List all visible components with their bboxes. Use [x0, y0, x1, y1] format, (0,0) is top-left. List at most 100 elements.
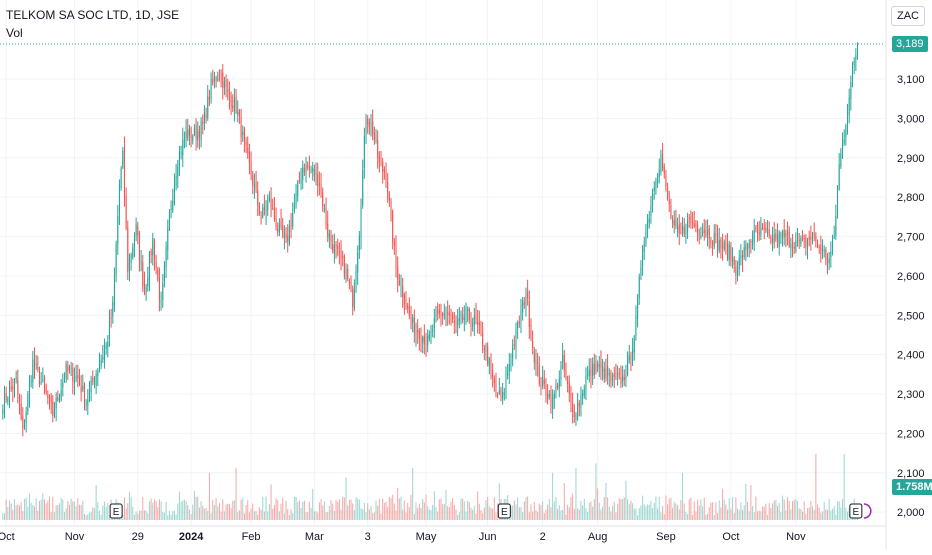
volume-bar [493, 497, 495, 520]
candle-body [645, 229, 647, 245]
candle-body [538, 365, 540, 384]
volume-bar [252, 503, 254, 520]
volume-bar [30, 502, 32, 520]
volume-bar [465, 511, 467, 520]
candle-body [198, 128, 200, 138]
candle-body [662, 154, 664, 169]
candle-body [700, 235, 702, 238]
candle-body [10, 386, 12, 390]
candle-body [378, 156, 380, 163]
candle-body [437, 309, 439, 314]
volume-bar [758, 510, 760, 520]
candle-body [170, 208, 172, 210]
volume-bar [562, 509, 564, 520]
volume-bar [827, 509, 829, 520]
volume-bar [772, 503, 774, 520]
candle-body [422, 337, 424, 343]
volume-bar [132, 506, 134, 520]
candle-body [223, 81, 225, 89]
candle-body [167, 228, 169, 250]
volume-bar [825, 509, 827, 520]
volume-bar [812, 506, 814, 520]
candle-body [445, 311, 447, 318]
candle-body [357, 252, 359, 273]
candle-body [502, 392, 504, 399]
volume-bar [587, 511, 589, 520]
volume-bar [18, 505, 21, 520]
currency-button[interactable]: ZAC [891, 6, 925, 26]
volume-bar [145, 510, 147, 520]
volume-bar [228, 503, 230, 520]
volume-bar [303, 500, 305, 520]
candle-body [495, 381, 497, 394]
volume-bar [548, 498, 550, 520]
volume-bar [845, 507, 847, 520]
candle-body [778, 232, 780, 247]
candle-body [440, 311, 442, 315]
candle-body [137, 226, 139, 236]
candle-body [195, 125, 197, 139]
volume-bar [628, 504, 630, 520]
volume-bar [630, 500, 632, 520]
candle-body [512, 347, 514, 359]
volume-bar [43, 499, 46, 520]
candle-body [33, 358, 36, 367]
candle-body [548, 393, 550, 397]
candle-body [790, 244, 792, 249]
candle-body [3, 392, 6, 413]
candle-body [432, 329, 434, 331]
volume-bar [672, 507, 674, 520]
volume-bar [437, 511, 439, 520]
volume-bar [652, 507, 654, 520]
candle-body [605, 367, 607, 379]
candle-body [57, 397, 59, 401]
volume-bar [188, 509, 190, 520]
candle-body [483, 348, 485, 351]
candle-body [633, 336, 635, 353]
candle-body [673, 220, 675, 226]
candle-body [480, 323, 482, 333]
volume-bar [802, 511, 804, 520]
volume-bar [488, 506, 490, 520]
volume-bar [298, 500, 300, 520]
candle-body [147, 277, 149, 287]
candle-body [580, 394, 582, 408]
candle-body [190, 128, 192, 139]
volume-indicator-label[interactable]: Vol [6, 26, 23, 40]
volume-bar [340, 509, 342, 520]
volume-bar [543, 513, 545, 520]
volume-bar [413, 513, 415, 520]
candle-body [805, 236, 807, 247]
volume-bar [420, 508, 422, 520]
candle-body [42, 379, 44, 381]
volume-bar [698, 505, 700, 520]
volume-bar [183, 499, 185, 520]
volume-bar [178, 491, 180, 520]
volume-bar [125, 508, 127, 520]
volume-bar [777, 505, 779, 520]
volume-bar [832, 508, 834, 520]
candle-body [722, 245, 724, 249]
candle-body [328, 234, 330, 240]
candle-body [420, 336, 422, 342]
candle-body [413, 318, 415, 333]
candle-body [352, 289, 354, 307]
candle-body [95, 373, 97, 386]
volume-bar [402, 509, 404, 520]
candle-body [770, 237, 772, 243]
volume-bar [778, 502, 780, 520]
candle-body [657, 175, 659, 184]
candle-body [138, 232, 140, 260]
volume-bar [73, 501, 75, 520]
candle-body [632, 349, 634, 362]
candle-body [288, 226, 290, 244]
volume-bar [723, 499, 725, 520]
candle-body [623, 376, 625, 380]
candle-body [50, 396, 52, 403]
volume-bar [80, 504, 82, 520]
volume-bar [158, 499, 160, 520]
volume-bar [823, 501, 825, 520]
